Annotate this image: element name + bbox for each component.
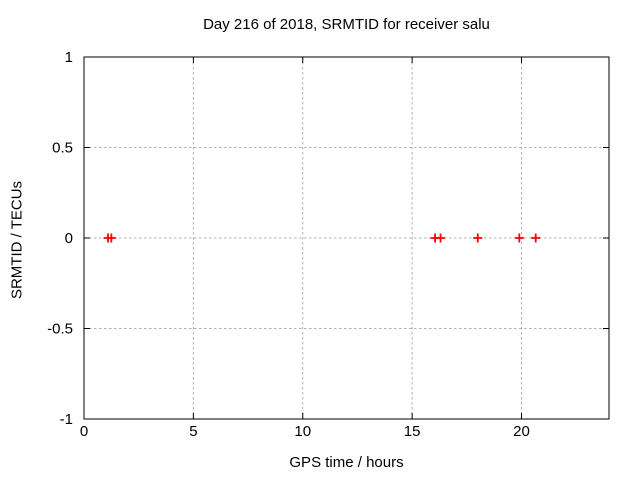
data-point-marker [106, 233, 116, 243]
x-tick-label: 5 [189, 423, 197, 440]
x-tick-label: 20 [513, 423, 530, 440]
chart-title: Day 216 of 2018, SRMTID for receiver sal… [203, 16, 490, 33]
x-tick-label: 15 [404, 423, 421, 440]
x-axis-label: GPS time / hours [289, 454, 404, 471]
y-axis-label: SRMTID / TECUs [8, 180, 26, 300]
data-point-marker [473, 233, 483, 243]
data-point-marker [514, 233, 524, 243]
y-tick-label: 1 [65, 49, 73, 66]
y-tick-label: 0 [65, 230, 73, 247]
y-tick-label: 0.5 [52, 140, 73, 157]
data-point-marker [531, 233, 541, 243]
y-tick-label: -1 [60, 411, 73, 428]
x-tick-label: 10 [294, 423, 311, 440]
y-tick-label: -0.5 [47, 321, 73, 338]
data-point-marker [436, 233, 446, 243]
x-tick-label: 0 [80, 423, 88, 440]
